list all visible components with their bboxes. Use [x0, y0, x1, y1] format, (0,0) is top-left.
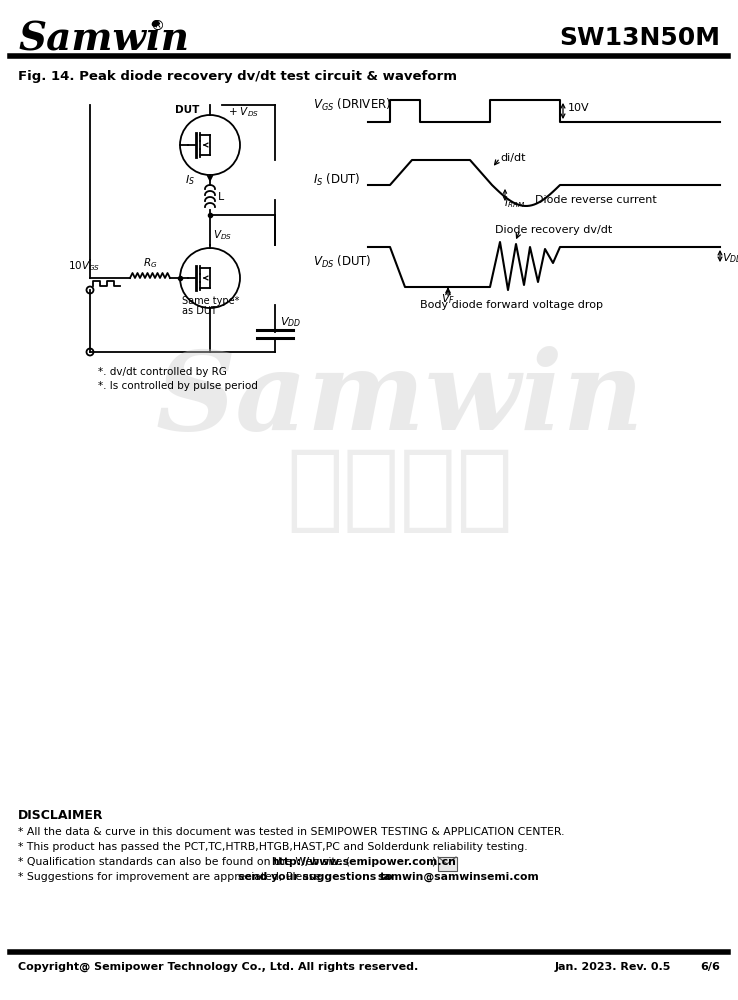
- Text: $V_F$: $V_F$: [441, 292, 455, 306]
- Text: Fig. 14. Peak diode recovery dv/dt test circuit & waveform: Fig. 14. Peak diode recovery dv/dt test …: [18, 70, 457, 83]
- Text: $I_S$ (DUT): $I_S$ (DUT): [313, 172, 361, 188]
- Text: * Qualification standards can also be found on the Web site (: * Qualification standards can also be fo…: [18, 857, 350, 867]
- FancyBboxPatch shape: [438, 856, 457, 870]
- Text: di/dt: di/dt: [500, 153, 525, 163]
- Text: Samwin: Samwin: [156, 346, 644, 454]
- Text: $V_{DD}$: $V_{DD}$: [280, 315, 301, 329]
- Text: * All the data & curve in this document was tested in SEMIPOWER TESTING & APPLIC: * All the data & curve in this document …: [18, 827, 565, 837]
- Text: DUT: DUT: [175, 105, 199, 115]
- Text: $V_{DS}$ (DUT): $V_{DS}$ (DUT): [313, 254, 371, 270]
- Text: samwin@samwinsemi.com: samwin@samwinsemi.com: [377, 872, 539, 882]
- Text: $I_S$: $I_S$: [185, 173, 195, 187]
- Text: 10V: 10V: [568, 103, 590, 113]
- Text: DISCLAIMER: DISCLAIMER: [18, 809, 103, 822]
- Text: Diode reverse current: Diode reverse current: [535, 195, 657, 205]
- Text: 内部保密: 内部保密: [286, 444, 514, 536]
- Text: SW13N50M: SW13N50M: [559, 26, 720, 50]
- Text: Same type*: Same type*: [182, 296, 239, 306]
- Text: * This product has passed the PCT,TC,HTRB,HTGB,HAST,PC and Solderdunk reliabilit: * This product has passed the PCT,TC,HTR…: [18, 842, 528, 852]
- Text: *. dv/dt controlled by RG: *. dv/dt controlled by RG: [98, 367, 227, 377]
- Text: 6/6: 6/6: [700, 962, 720, 972]
- Text: $V_{DD}$: $V_{DD}$: [722, 251, 738, 265]
- Text: Jan. 2023. Rev. 0.5: Jan. 2023. Rev. 0.5: [555, 962, 672, 972]
- Text: ): ): [431, 857, 435, 867]
- Text: *. Is controlled by pulse period: *. Is controlled by pulse period: [98, 381, 258, 391]
- Text: $I_{RRM}$: $I_{RRM}$: [504, 196, 525, 210]
- Text: $V_{DS}$: $V_{DS}$: [213, 228, 232, 242]
- Text: Copyright@ Semipower Technology Co., Ltd. All rights reserved.: Copyright@ Semipower Technology Co., Ltd…: [18, 962, 418, 972]
- Text: send your suggestions to: send your suggestions to: [238, 872, 393, 882]
- Text: Diode recovery dv/dt: Diode recovery dv/dt: [495, 225, 613, 235]
- Text: as DUT: as DUT: [182, 306, 217, 316]
- Text: * Suggestions for improvement are appreciated, Please: * Suggestions for improvement are apprec…: [18, 872, 325, 882]
- Text: L: L: [218, 192, 224, 202]
- Text: + $V_{DS}$: + $V_{DS}$: [228, 105, 259, 119]
- Text: $10V_{GS}$: $10V_{GS}$: [68, 259, 100, 273]
- Text: http://www.semipower.com.cn: http://www.semipower.com.cn: [271, 857, 456, 867]
- Text: $R_G$: $R_G$: [142, 256, 157, 270]
- Text: ®: ®: [150, 20, 164, 34]
- Text: $V_{GS}$ (DRIVER): $V_{GS}$ (DRIVER): [313, 97, 391, 113]
- Text: Samwin: Samwin: [18, 19, 189, 57]
- Text: Body diode forward voltage drop: Body diode forward voltage drop: [420, 300, 603, 310]
